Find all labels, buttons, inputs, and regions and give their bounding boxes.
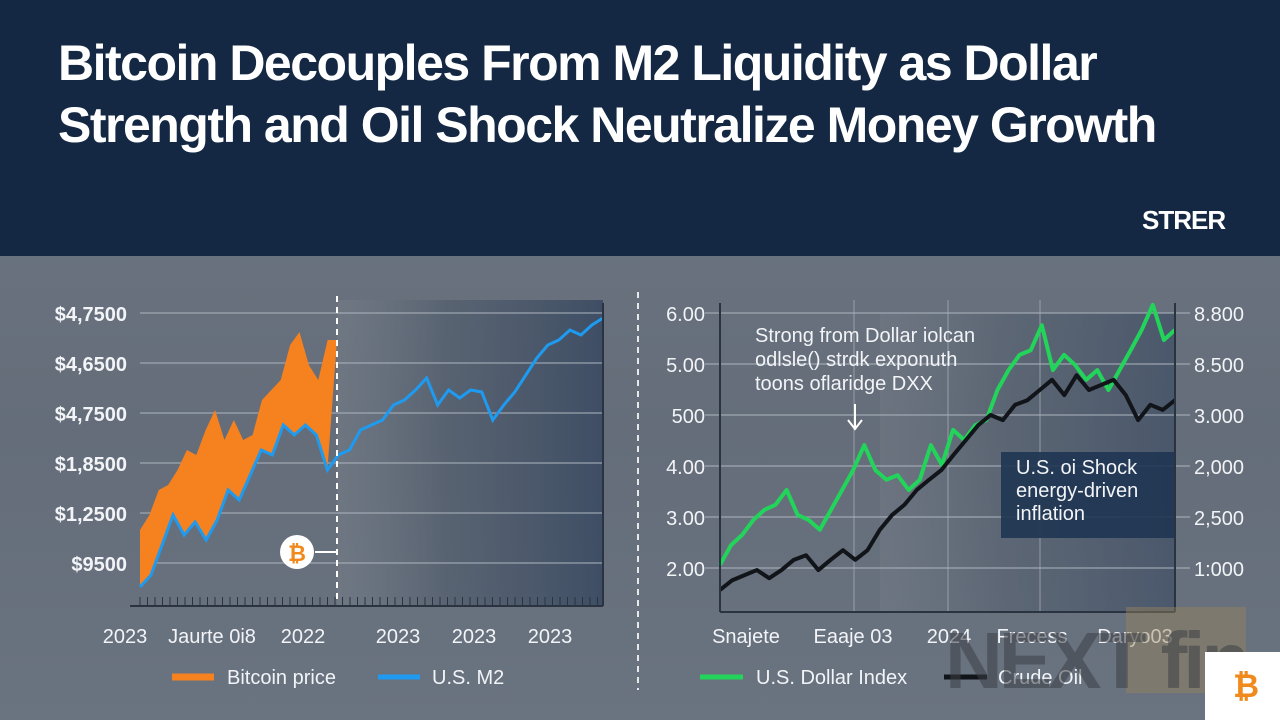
x-tick-label: Snajete	[712, 626, 780, 648]
bitcoin-icon: ₿	[1233, 668, 1260, 704]
x-tick-label: 2023	[528, 626, 573, 648]
callout-text: inflation	[1016, 503, 1085, 525]
bitcoin-icon: ₿	[288, 541, 306, 566]
brand-logo: STRER	[1142, 205, 1226, 235]
y-left-tick-label: 2.00	[666, 559, 705, 581]
y-tick-label: $4,7500	[55, 304, 127, 326]
y-left-tick-label: 500	[672, 406, 705, 428]
callout-text: energy-driven	[1016, 480, 1138, 502]
annotation-text: odlsle() strdk exponuth	[755, 349, 957, 371]
x-tick-label: 2023	[452, 626, 497, 648]
x-tick-label: Frecess	[996, 626, 1067, 648]
legend-label-dollar: U.S. Dollar Index	[756, 667, 907, 689]
x-tick-label: 2023	[103, 626, 148, 648]
y-tick-label: $4,7500	[55, 404, 127, 426]
watermark-text: NEXT fin	[945, 616, 1250, 705]
y-left-tick-label: 4.00	[666, 457, 705, 479]
y-right-tick-label: 1:000	[1194, 559, 1244, 581]
charts-canvas: $9500 $1,2500 $1,8500 $4,7500 $4,6500 $4,7500…	[55, 292, 1244, 690]
bitcoin-marker	[280, 535, 314, 569]
annotation-text: toons oflaridge DXX	[755, 373, 933, 395]
callout-text: U.S. oi Shock	[1016, 457, 1138, 479]
page-title: Bitcoin Decouples From M2 Liquidity as D…	[58, 35, 1157, 153]
legend-label-bitcoin: Bitcoin price	[227, 667, 336, 689]
down-arrow-head	[847, 419, 863, 431]
y-right-tick-label: 8.800	[1194, 304, 1244, 326]
y-right-tick-label: 8.500	[1194, 355, 1244, 377]
y-right-tick-label: 2,500	[1194, 508, 1244, 530]
y-left-tick-label: 3.00	[666, 508, 705, 530]
legend-label-m2: U.S. M2	[432, 667, 504, 689]
corner-badge: ₿	[1205, 652, 1280, 720]
y-tick-label: $4,6500	[55, 354, 127, 376]
x-tick-label: Daryo03	[1097, 626, 1173, 648]
x-tick-label: 2024	[927, 626, 972, 648]
crude-oil-line	[718, 373, 1177, 592]
y-left-tick-label: 5.00	[666, 355, 705, 377]
x-tick-label: Jaurte 0i8	[168, 626, 256, 648]
dollar-index-line	[718, 302, 1177, 566]
y-tick-label: $1,2500	[55, 504, 127, 526]
callout-box	[1001, 452, 1175, 538]
y-right-tick-label: 2,000	[1194, 457, 1244, 479]
y-left-tick-label: 6.00	[666, 304, 705, 326]
annotation-text: Strong from Dollar iolcan	[755, 325, 975, 347]
x-tick-label: Eaaje 03	[814, 626, 893, 648]
plot-shade	[337, 300, 603, 605]
y-tick-label: $1,8500	[55, 454, 127, 476]
us-m2-line	[138, 316, 604, 589]
y-tick-label: $9500	[71, 554, 127, 576]
legend-label-oil: Crude Oil	[998, 667, 1082, 689]
x-tick-label: 2022	[281, 626, 326, 648]
header-banner: Bitcoin Decouples From M2 Liquidity as D…	[0, 0, 1280, 256]
bitcoin-price-area	[140, 332, 337, 587]
x-tick-label: 2023	[376, 626, 421, 648]
y-right-tick-label: 3.000	[1194, 406, 1244, 428]
